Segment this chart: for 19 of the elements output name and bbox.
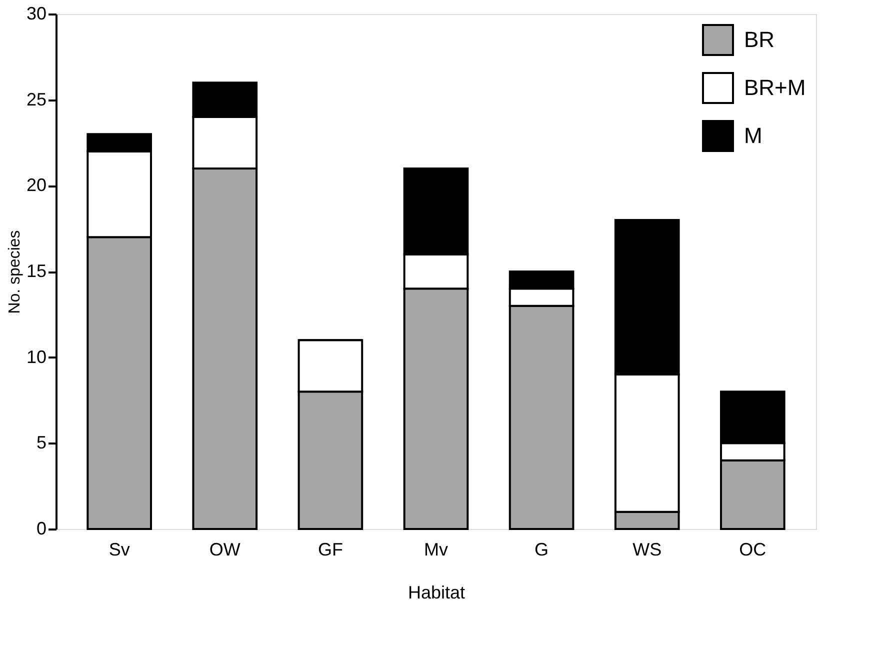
y-tick-label: 30	[26, 4, 46, 24]
x-tick-label: G	[534, 540, 549, 560]
y-tick-label: 20	[26, 175, 46, 196]
y-tick-label: 25	[26, 89, 46, 110]
x-tick-label: Mv	[424, 540, 448, 560]
y-tick-label: 15	[26, 261, 46, 281]
x-tick-label: GF	[318, 540, 343, 560]
y-tick-label: 5	[36, 432, 46, 453]
y-tick-label: 0	[36, 518, 46, 538]
x-tick-label: Sv	[108, 540, 130, 560]
legend-label: BR+M	[744, 75, 806, 100]
x-tick-label: OC	[739, 540, 766, 560]
legend-label: M	[744, 123, 762, 148]
y-axis-title: No. species	[6, 230, 24, 314]
x-tick-label: WS	[632, 540, 662, 560]
x-tick-label: OW	[209, 540, 240, 560]
legend-label: BR	[744, 27, 775, 52]
x-axis-title: Habitat	[408, 582, 466, 602]
y-tick-label: 10	[26, 346, 46, 367]
